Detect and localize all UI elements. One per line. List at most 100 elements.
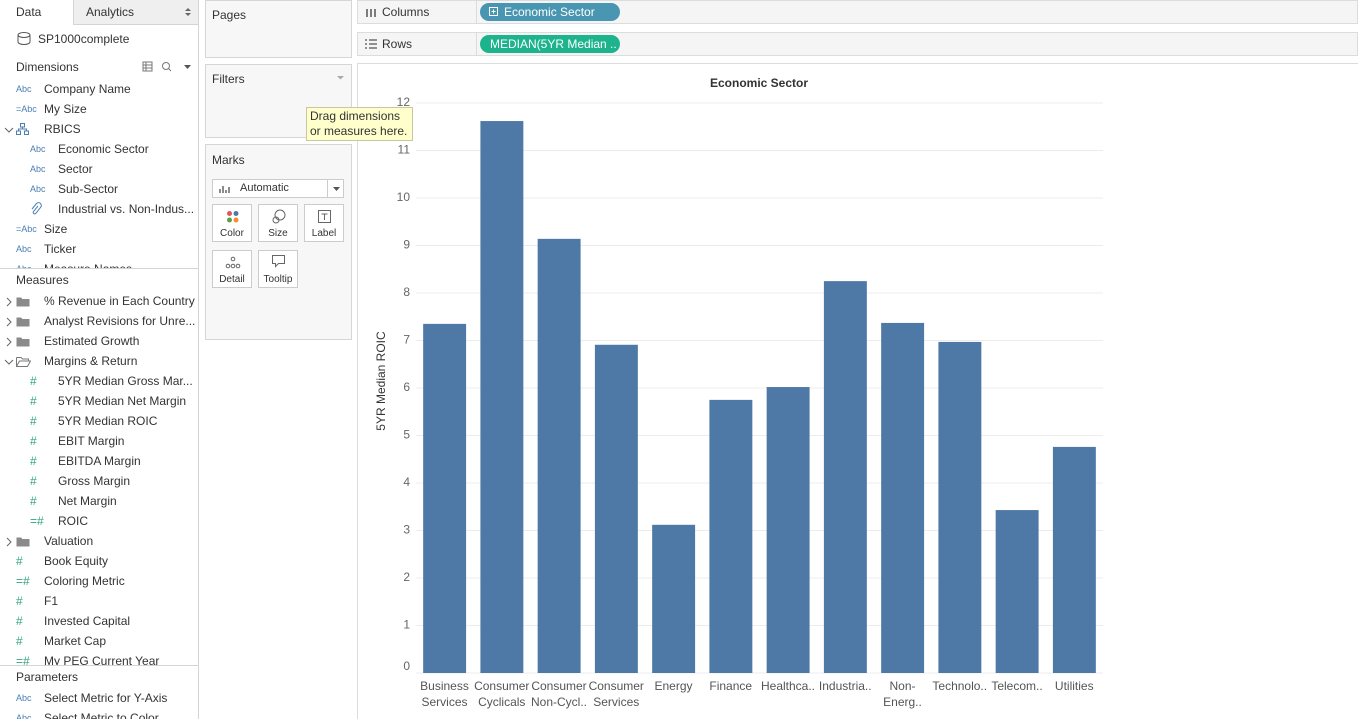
field[interactable]: =Abc My Size	[16, 99, 87, 119]
field[interactable]: Abc Sector	[30, 159, 93, 179]
bar[interactable]	[938, 341, 982, 673]
field[interactable]: Abc Company Name	[16, 79, 131, 99]
expand-toggle[interactable]	[4, 316, 14, 330]
field[interactable]: =Abc Size	[16, 219, 67, 239]
chart: Economic Sector 5YR Median ROIC 01234567…	[374, 76, 1103, 674]
field-icon: #	[30, 414, 37, 428]
section-title: Parameters	[16, 670, 79, 684]
field[interactable]: Abc Select Metric to Color	[16, 708, 159, 719]
field[interactable]: Abc Ticker	[16, 239, 76, 259]
datasource-name[interactable]: SP1000complete	[38, 32, 130, 46]
expand-toggle[interactable]	[4, 124, 14, 138]
field[interactable]: Abc Economic Sector	[30, 139, 149, 159]
divider	[0, 268, 198, 269]
bar[interactable]	[480, 121, 524, 674]
analytics-tab[interactable]: Analytics	[73, 0, 198, 25]
columns-shelf[interactable]: Columns Economic Sector	[357, 0, 1358, 24]
field-icon: Abc	[16, 713, 32, 719]
drop-hint-tooltip: Drag dimensions or measures here.	[306, 107, 413, 141]
field[interactable]: Margins & Return	[16, 351, 137, 371]
field[interactable]: # Gross Margin	[30, 471, 130, 491]
field[interactable]: Valuation	[16, 531, 93, 551]
x-tick-label: Non-Energ..	[883, 679, 922, 709]
field-icon: #	[30, 434, 37, 448]
field[interactable]: Abc Select Metric for Y-Axis	[16, 688, 167, 708]
field[interactable]: Analyst Revisions for Unre...	[16, 311, 195, 331]
field-icon: =#	[30, 514, 44, 528]
field-label: Estimated Growth	[44, 334, 140, 348]
expand-toggle[interactable]	[4, 296, 14, 310]
expand-toggle[interactable]	[4, 356, 14, 370]
detail-button[interactable]: Detail	[212, 250, 252, 288]
x-tick-label: Consumer Cyclicals	[474, 679, 530, 709]
field[interactable]: # EBIT Margin	[30, 431, 124, 451]
bar[interactable]	[766, 387, 810, 673]
section-tools[interactable]	[142, 61, 192, 73]
bar[interactable]	[709, 399, 753, 673]
field[interactable]: =# Coloring Metric	[16, 571, 125, 591]
field-label: Gross Margin	[58, 474, 131, 488]
mark-type: Automatic	[240, 182, 289, 194]
field-label: Sub-Sector	[58, 182, 119, 196]
field-icon	[16, 296, 44, 307]
field-icon: =#	[16, 654, 30, 665]
x-tick-label: Consumer Services	[588, 679, 644, 709]
bar[interactable]	[995, 510, 1039, 673]
field-icon: #	[30, 474, 37, 488]
measure-pill[interactable]: MEDIAN(5YR Median ..	[480, 35, 620, 53]
size-button[interactable]: Size	[258, 204, 298, 242]
y-tick-label: 7	[403, 333, 410, 347]
expand-toggle[interactable]	[4, 536, 14, 550]
bar[interactable]	[1052, 446, 1096, 673]
field[interactable]: # Invested Capital	[16, 611, 130, 631]
field[interactable]: Industrial vs. Non-Indus...	[30, 199, 194, 219]
datasource-icon	[17, 32, 31, 45]
tooltip-button[interactable]: Tooltip	[258, 250, 298, 288]
field[interactable]: Abc Sub-Sector	[30, 179, 118, 199]
mark-type-dropdown[interactable]: Automatic	[212, 179, 344, 198]
field[interactable]: =# My PEG Current Year	[16, 651, 159, 665]
bar[interactable]	[652, 524, 696, 673]
field[interactable]: # F1	[16, 591, 58, 611]
bar[interactable]	[823, 281, 867, 673]
dimension-pill[interactable]: Economic Sector	[480, 3, 620, 21]
field[interactable]: Estimated Growth	[16, 331, 139, 351]
expand-toggle[interactable]	[4, 336, 14, 350]
shelf-label: Columns	[382, 5, 430, 19]
field[interactable]: #5YR Median Net Margin	[30, 391, 186, 411]
field[interactable]: RBICS	[16, 119, 81, 139]
field-icon: #	[30, 394, 37, 408]
field[interactable]: # Book Equity	[16, 551, 108, 571]
color-button[interactable]: Color	[212, 204, 252, 242]
card-menu[interactable]	[337, 75, 345, 81]
mark-type-icon	[219, 186, 230, 193]
field[interactable]: # Market Cap	[16, 631, 106, 651]
data-tab[interactable]: Data	[0, 0, 73, 25]
field[interactable]: =# ROIC	[30, 511, 88, 531]
field-label: Market Cap	[44, 634, 107, 648]
y-tick-label: 8	[403, 285, 410, 299]
field-icon: Abc	[30, 164, 46, 174]
pages-card[interactable]: Pages	[205, 0, 352, 58]
bar[interactable]	[881, 322, 925, 673]
bar[interactable]	[594, 344, 638, 673]
bar[interactable]	[423, 323, 467, 673]
field[interactable]: % Revenue in Each Country	[16, 291, 195, 311]
x-tick-label: Energy	[654, 679, 693, 693]
field-icon	[16, 356, 44, 367]
field[interactable]: #5YR Median ROIC	[30, 411, 157, 431]
field[interactable]: # EBITDA Margin	[30, 451, 141, 471]
rows-shelf[interactable]: Rows MEDIAN(5YR Median ..	[357, 32, 1358, 56]
button-label: Color	[220, 228, 244, 239]
bar[interactable]	[537, 238, 581, 673]
field-label: 5YR Median Gross Mar...	[58, 374, 193, 388]
label-button[interactable]: Label	[304, 204, 344, 242]
field-label: Ticker	[44, 242, 77, 256]
tab-arrows	[185, 8, 191, 16]
field[interactable]: AbcMeasure Names	[16, 259, 132, 268]
field[interactable]: # Net Margin	[30, 491, 117, 511]
field[interactable]: #5YR Median Gross Mar...	[30, 371, 193, 391]
field-label: Measure Names	[44, 259, 132, 268]
field-label: Net Margin	[58, 494, 117, 508]
dimensions-section: Dimensions Abc Company Name =Abc My Size RBI…	[0, 0, 198, 268]
